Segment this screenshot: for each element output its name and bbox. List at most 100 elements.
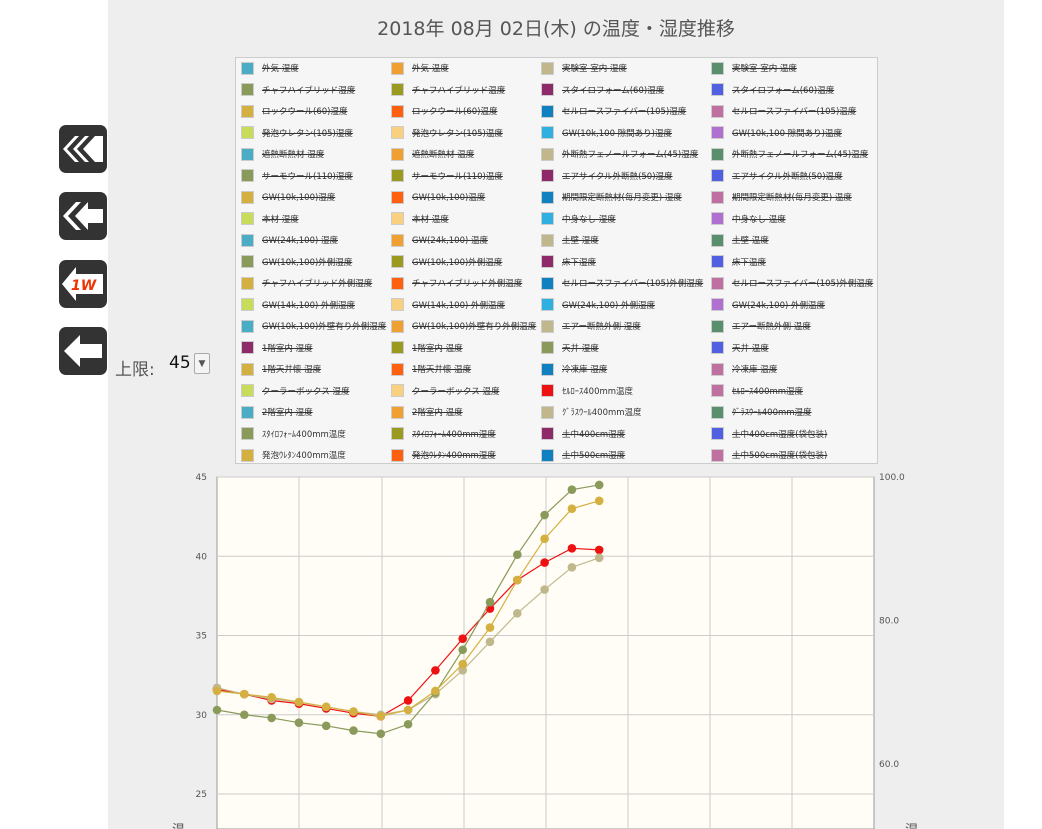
legend-item[interactable]: チャフハイブリッド外側湿度	[241, 276, 372, 290]
data-point	[294, 718, 304, 727]
legend-item[interactable]: サーモウール(110)温度	[391, 169, 503, 183]
legend-item[interactable]: ｾﾙﾛｰｽ400mm湿度	[711, 384, 803, 398]
legend-item[interactable]: GW(24k,100) 温度	[391, 233, 488, 247]
legend-swatch	[541, 255, 554, 268]
legend-item[interactable]: 遮熱断熱材 湿度	[241, 147, 324, 161]
legend-item[interactable]: クーラーボックス 湿度	[241, 384, 349, 398]
legend-item[interactable]: 冷凍庫 温度	[711, 362, 777, 376]
legend-item[interactable]: スタイロフォーム(60)温度	[711, 83, 834, 97]
legend-item[interactable]: GW(10k,100)温度	[391, 190, 485, 204]
legend-item[interactable]: GW(10k,100 隙間あり)温度	[711, 126, 842, 140]
legend-item[interactable]: ロックウール(60)温度	[391, 104, 497, 118]
legend-item[interactable]: 発泡ｳﾚﾀﾝ400mm温度	[241, 448, 346, 462]
legend-item[interactable]: 発泡ウレタン(105)湿度	[241, 126, 353, 140]
legend-item[interactable]: スタイロフォーム(60)湿度	[541, 83, 664, 97]
data-point	[212, 705, 222, 715]
legend-item[interactable]: GW(10k,100)外側湿度	[241, 255, 352, 269]
legend-swatch	[711, 448, 724, 462]
legend-item[interactable]: クーラーボックス 温度	[391, 384, 499, 398]
legend-item[interactable]: GW(14k,100) 外側温度	[391, 298, 505, 312]
legend-item[interactable]: 土中400cm湿度	[541, 427, 625, 441]
legend-item[interactable]: 実験室 室内 温度	[711, 61, 797, 75]
legend-item[interactable]: 1階室内 湿度	[241, 341, 313, 355]
legend-item[interactable]: 1階室内 温度	[391, 341, 463, 355]
legend-item[interactable]: 本材 湿度	[241, 212, 299, 226]
legend-swatch	[391, 104, 404, 118]
legend-item[interactable]: 土中500cm湿度	[541, 448, 625, 462]
legend-item[interactable]: 天井 湿度	[541, 341, 599, 355]
data-point	[212, 686, 222, 696]
legend-label: 天井 湿度	[562, 343, 599, 354]
legend-item[interactable]: 発泡ウレタン(105)温度	[391, 126, 503, 140]
legend-item[interactable]: 発泡ｳﾚﾀﾝ400mm湿度	[391, 448, 496, 462]
legend-item[interactable]: 中身なし 温度	[711, 212, 786, 226]
nav-prev-button[interactable]	[59, 327, 107, 375]
legend-label: 1階天井懐 温度	[412, 365, 472, 375]
legend-item[interactable]: チャフハイブリッド温度	[391, 83, 505, 97]
legend-item[interactable]: 土壁 温度	[711, 233, 769, 247]
legend-item[interactable]: 1階天井懐 湿度	[241, 362, 321, 376]
data-point	[458, 666, 468, 675]
legend-item[interactable]: 土中400cm湿度(袋包装)	[711, 427, 827, 441]
nav-back-button[interactable]	[59, 192, 107, 240]
legend-item[interactable]: 遮熱断熱材 温度	[391, 147, 474, 161]
legend-item[interactable]: 外気 湿度	[241, 61, 299, 75]
legend-item[interactable]: セルロースファイバー(105)湿度	[541, 104, 686, 118]
legend-label: GW(24k,100) 外側温度	[732, 300, 825, 311]
nav-fast-back-button[interactable]	[59, 125, 107, 173]
legend-swatch	[391, 212, 404, 225]
legend-item[interactable]: チャフハイブリッド湿度	[241, 83, 355, 97]
legend-item[interactable]: 2階室内 湿度	[241, 405, 313, 419]
legend-item[interactable]: 床下湿度	[541, 255, 596, 269]
legend-item[interactable]: セルロースファイバー(105)外側湿度	[541, 276, 703, 290]
legend-item[interactable]: 土壁 湿度	[541, 233, 599, 247]
legend-item[interactable]: GW(10k,100)湿度	[241, 190, 335, 204]
legend-label: 中身なし 温度	[732, 214, 786, 225]
legend-item[interactable]: ｸﾞﾗｽｳｰﾙ400mm温度	[541, 405, 642, 419]
legend-item[interactable]: チャフハイブリッド外側温度	[391, 276, 522, 290]
legend-item[interactable]: 土中500cm湿度(袋包装)	[711, 448, 827, 462]
legend-item[interactable]: エアー断熱外側 湿度	[541, 319, 641, 333]
legend-item[interactable]: ｸﾞﾗｽｳｰﾙ400mm湿度	[711, 405, 812, 419]
legend-item[interactable]: 期間限定断熱材(毎月変更) 温度	[711, 190, 852, 204]
legend-label: セルロースファイバー(105)外側温度	[732, 279, 874, 289]
legend-item[interactable]: GW(10k,100)外側温度	[391, 255, 502, 269]
legend-item[interactable]: GW(10k,100)外壁有り外側湿度	[241, 319, 386, 333]
legend-item[interactable]: ｽﾀｲﾛﾌｫｰﾑ400mm湿度	[391, 427, 496, 441]
legend-item[interactable]: 実験室 室内 湿度	[541, 61, 627, 75]
legend-item[interactable]: エアー断熱外側 温度	[711, 319, 811, 333]
legend-item[interactable]: 外断熱フェノールフォーム(45)温度	[711, 147, 868, 161]
legend-item[interactable]: セルロースファイバー(105)温度	[711, 104, 856, 118]
legend-item[interactable]: 外気 温度	[391, 61, 449, 75]
legend-item[interactable]: 冷凍庫 湿度	[541, 362, 607, 376]
legend-item[interactable]: 床下温度	[711, 255, 766, 269]
data-point	[540, 558, 549, 567]
legend-item[interactable]: GW(24k,100) 外側湿度	[541, 298, 655, 312]
legend-label: 床下湿度	[562, 257, 597, 268]
nav-week-back-button[interactable]: 1W	[59, 260, 107, 308]
legend-item[interactable]: GW(10k,100 隙間あり)湿度	[541, 126, 672, 140]
legend-item[interactable]: 外断熱フェノールフォーム(45)湿度	[541, 147, 698, 161]
legend-item[interactable]: ｾﾙﾛｰｽ400mm温度	[541, 384, 633, 398]
legend-item[interactable]: 本材 温度	[391, 212, 449, 226]
limit-select[interactable]: 45 ▼	[165, 351, 210, 375]
legend-item[interactable]: GW(24k,100) 外側温度	[711, 298, 825, 312]
legend-item[interactable]: GW(10k,100)外壁有り外側温度	[391, 319, 536, 333]
legend-swatch	[241, 319, 254, 333]
legend-item[interactable]: 期間限定断熱材(毎月変更) 湿度	[541, 190, 682, 204]
legend-item[interactable]: サーモウール(110)湿度	[241, 169, 353, 183]
legend-item[interactable]: ロックウール(60)湿度	[241, 104, 347, 118]
legend-item[interactable]: 天井 温度	[711, 341, 769, 355]
data-point	[485, 637, 495, 647]
legend-item[interactable]: エアサイクル外断熱(50)湿度	[541, 169, 673, 183]
legend-swatch	[711, 233, 724, 247]
legend-item[interactable]: GW(14k,100) 外側湿度	[241, 298, 355, 312]
legend-item[interactable]: 1階天井懐 温度	[391, 362, 471, 376]
legend-item[interactable]: 2階室内 温度	[391, 405, 463, 419]
legend-item[interactable]: エアサイクル外断熱(50)温度	[711, 169, 843, 183]
legend-item[interactable]: セルロースファイバー(105)外側温度	[711, 276, 873, 290]
legend-item[interactable]: GW(24k,100) 湿度	[241, 233, 338, 247]
chevron-down-icon[interactable]: ▼	[194, 353, 210, 374]
legend-item[interactable]: ｽﾀｲﾛﾌｫｰﾑ400mm温度	[241, 427, 346, 441]
legend-item[interactable]: 中身なし 湿度	[541, 212, 616, 226]
